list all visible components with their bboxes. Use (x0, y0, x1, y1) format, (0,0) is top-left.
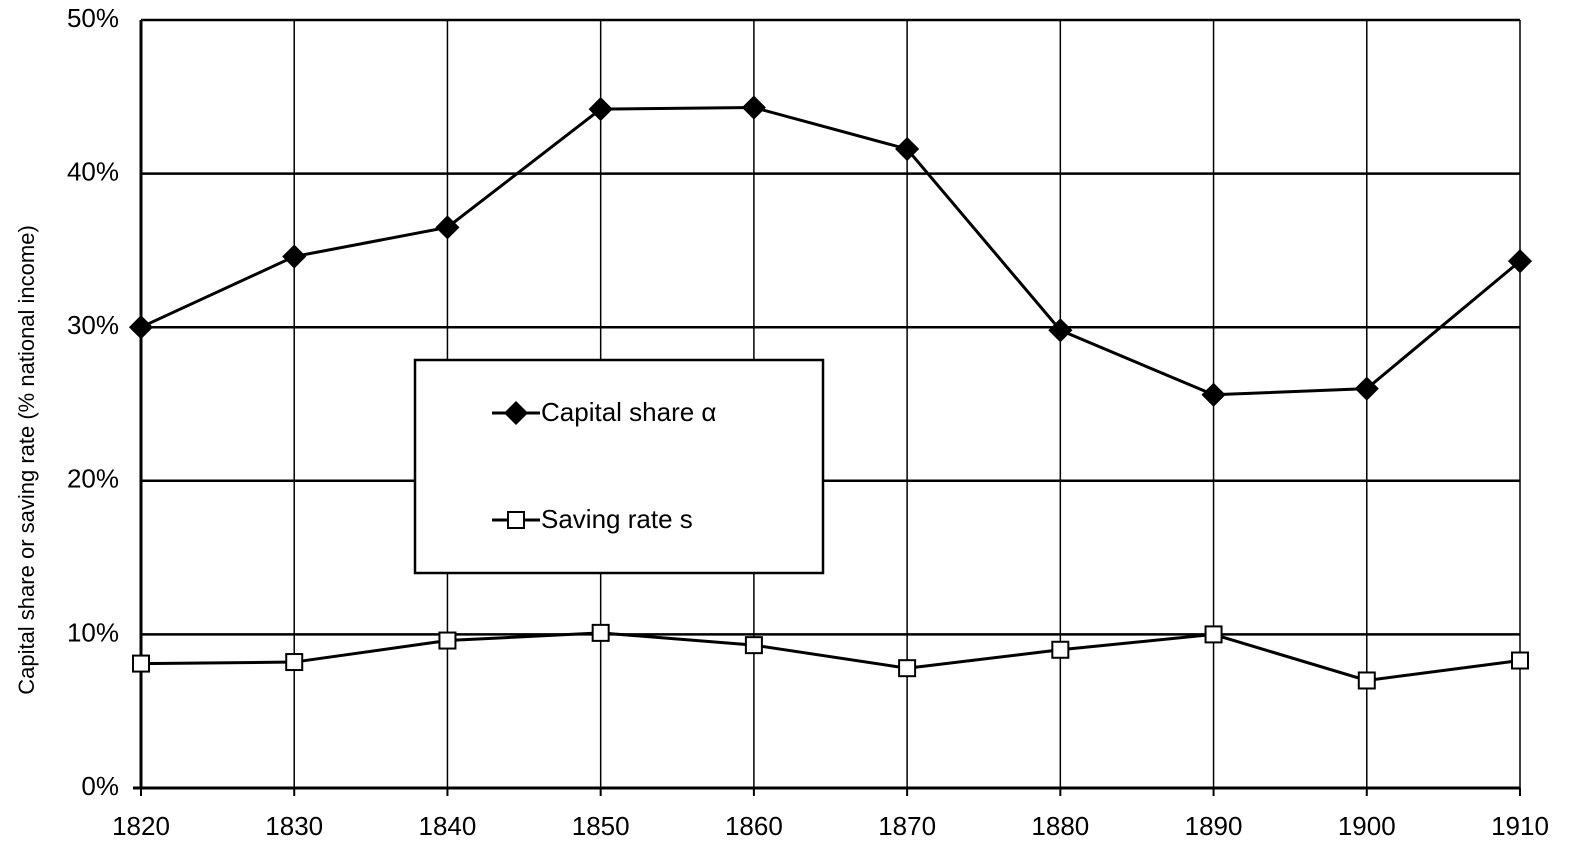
x-tick-label: 1900 (1338, 811, 1396, 841)
x-tick-label: 1820 (112, 811, 170, 841)
marker (1051, 640, 1070, 659)
marker (741, 95, 766, 120)
x-tick-label: 1910 (1491, 811, 1549, 841)
legend-label: Capital share α (541, 397, 716, 427)
series-line (140, 106, 1521, 397)
x-tick-label: 1880 (1031, 811, 1089, 841)
series-line (140, 631, 1521, 683)
marker (503, 400, 529, 426)
marker (591, 623, 610, 642)
legend-label: Saving rate s (541, 504, 693, 534)
marker (1048, 318, 1073, 343)
marker (895, 136, 920, 162)
legend-box (413, 358, 825, 575)
y-tick-label: 50% (67, 3, 119, 33)
marker (1204, 625, 1223, 644)
y-tick-label: 40% (67, 156, 119, 186)
marker (438, 631, 457, 650)
marker (744, 636, 763, 655)
marker (1201, 382, 1226, 407)
y-axis-label: Capital share or saving rate (% national… (14, 225, 39, 695)
marker (132, 654, 150, 673)
marker (898, 659, 917, 678)
marker (1357, 671, 1376, 690)
y-tick-label: 20% (67, 464, 119, 494)
marker (1511, 651, 1529, 670)
x-tick-label: 1840 (419, 811, 477, 841)
legend: Capital share α Saving rate s (413, 358, 825, 575)
x-tick-label: 1860 (725, 811, 783, 841)
x-tick-label: 1830 (265, 811, 323, 841)
marker (588, 97, 613, 122)
y-tick-label: 10% (67, 617, 119, 647)
x-tick-label: 1850 (572, 811, 630, 841)
marker (285, 653, 304, 672)
y-tick-label: 30% (67, 310, 119, 340)
marker (507, 511, 525, 529)
marker (1507, 249, 1533, 274)
marker (282, 244, 307, 269)
x-tick-label: 1890 (1185, 811, 1243, 841)
marker (435, 215, 460, 240)
marker (128, 315, 154, 340)
x-tick-label: 1870 (878, 811, 936, 841)
y-tick-label: 0% (81, 771, 119, 801)
marker (1354, 376, 1379, 401)
